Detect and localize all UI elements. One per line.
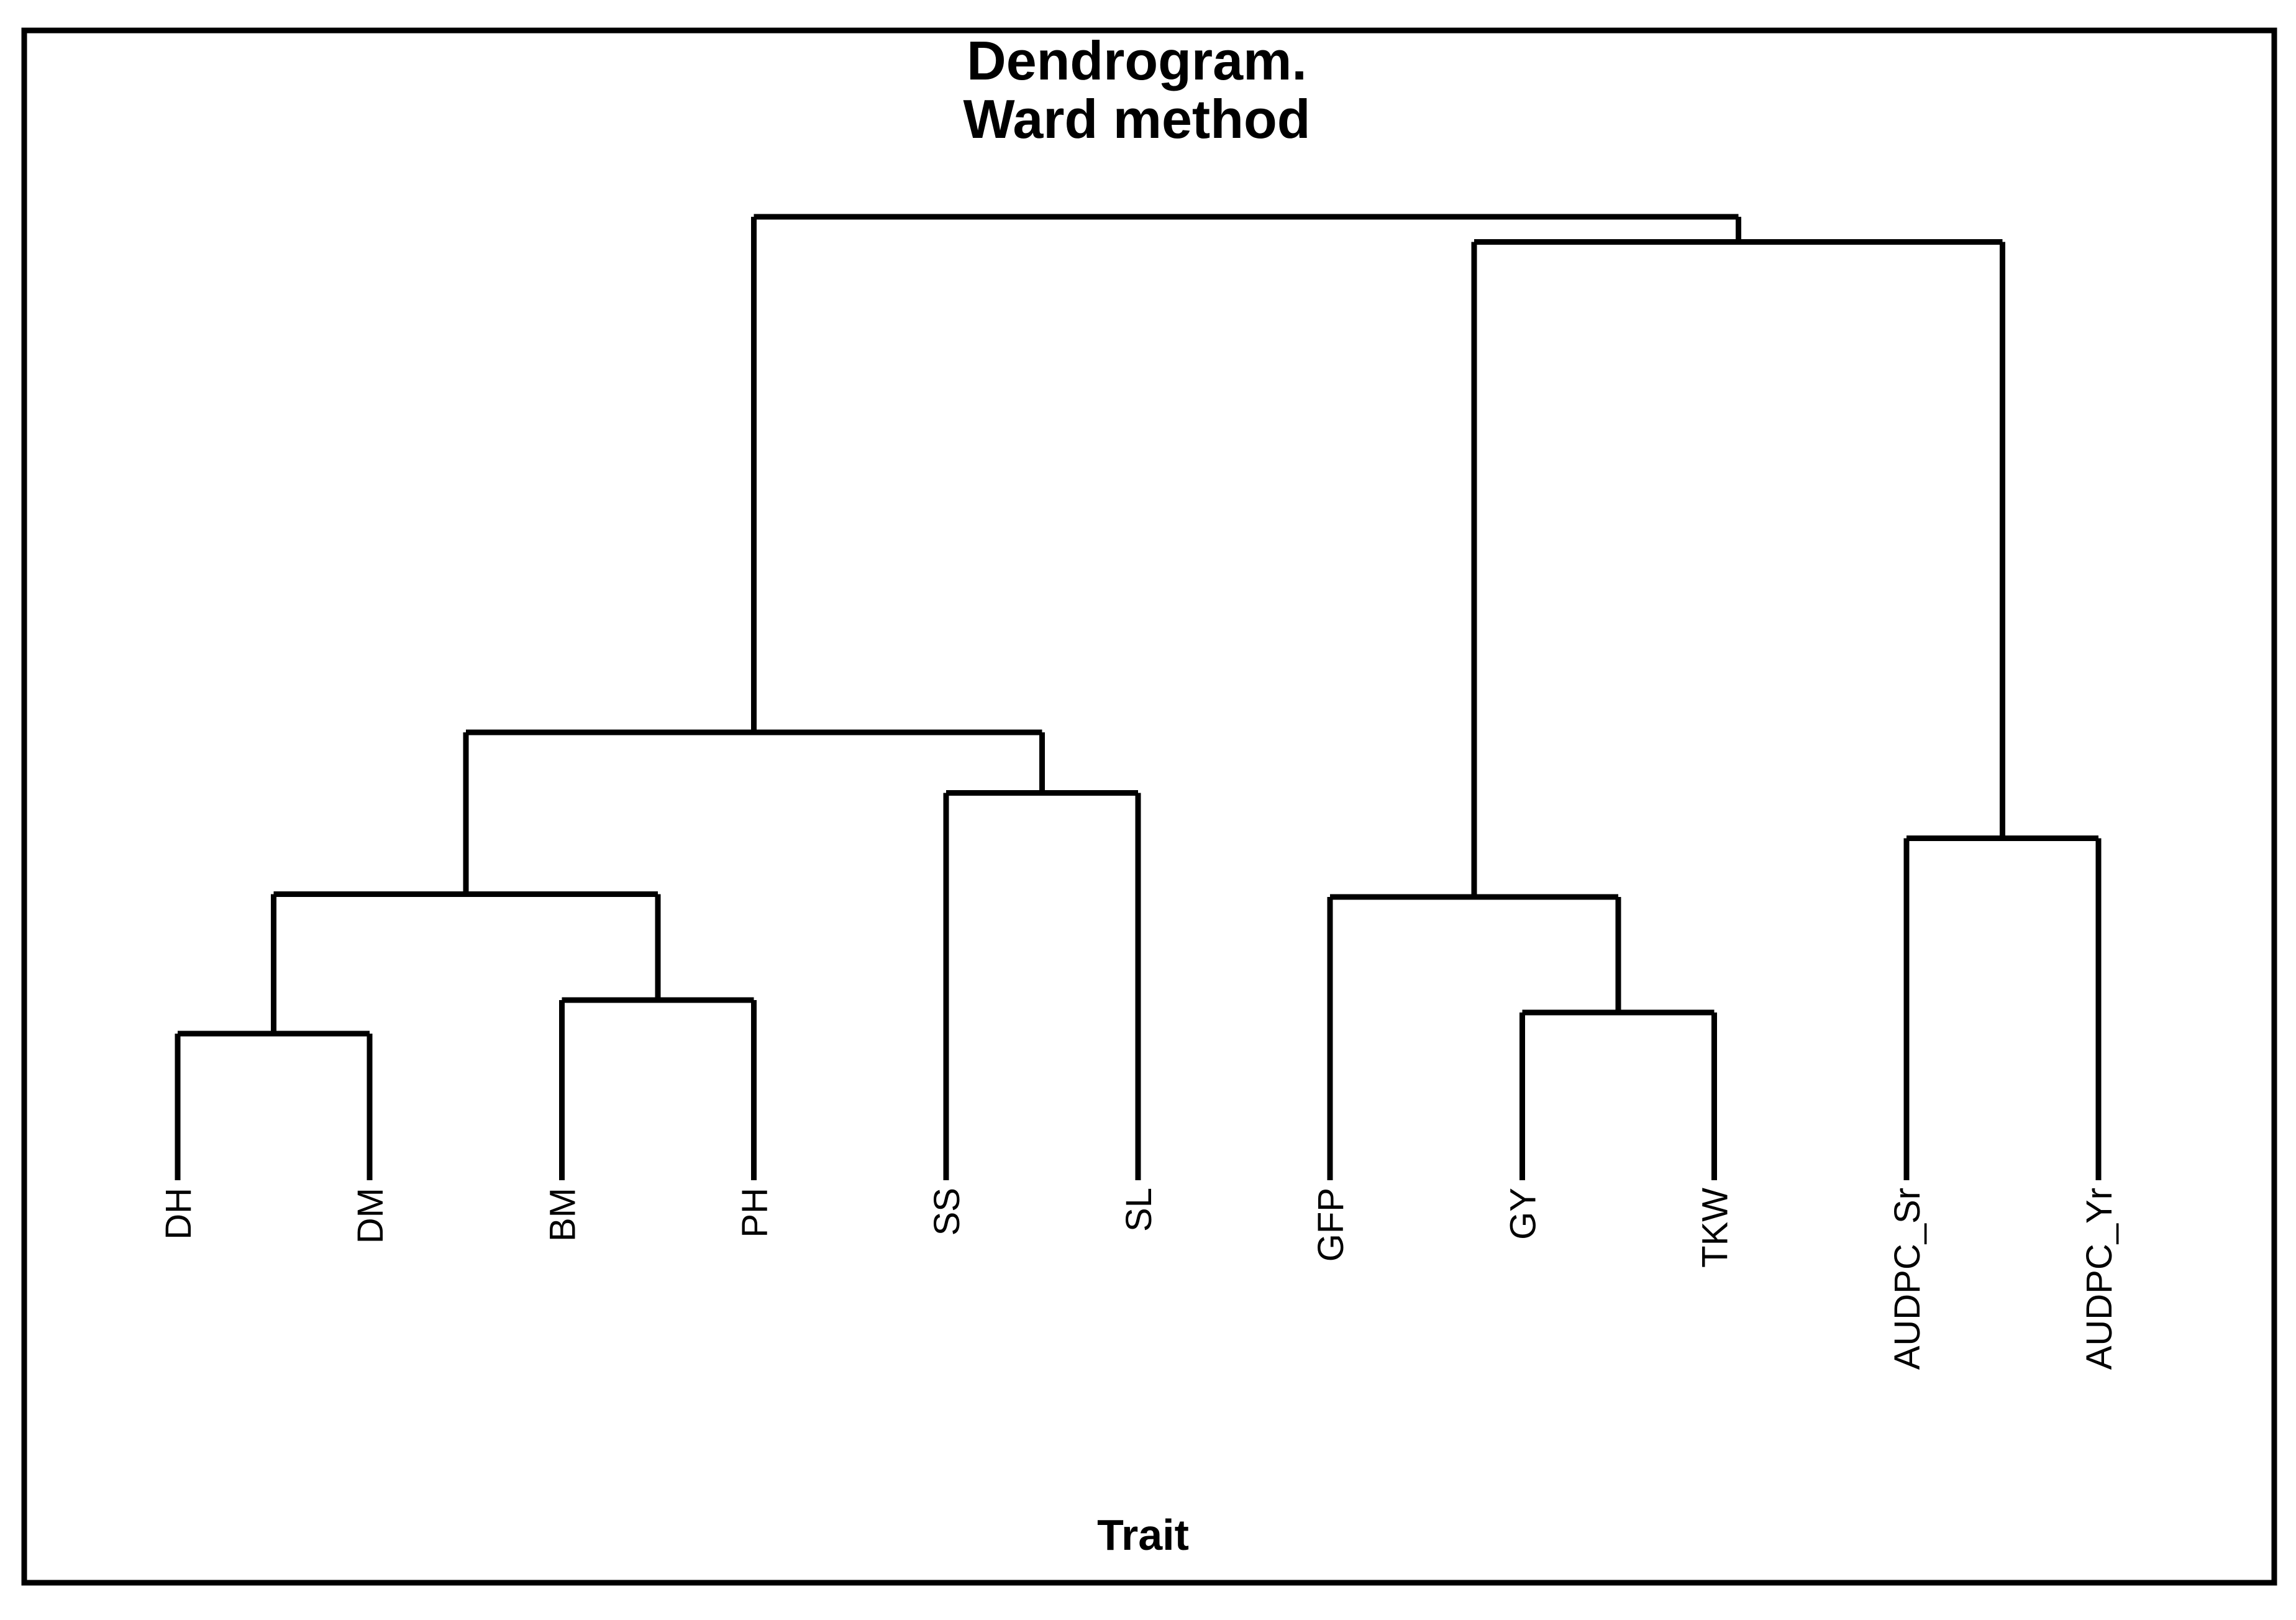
- leaf-label-BM: BM: [542, 1188, 583, 1242]
- leaf-label-SL: SL: [1119, 1188, 1159, 1232]
- leaf-label-AUDPC_Sr: AUDPC_Sr: [1887, 1188, 1928, 1370]
- plot-frame: [21, 27, 2277, 1586]
- leaf-label-AUDPC_Yr: AUDPC_Yr: [2079, 1188, 2120, 1370]
- dendrogram-links: [175, 214, 2102, 1180]
- leaf-label-DM: DM: [350, 1188, 391, 1244]
- leaf-labels: DH DM BM PH SS SL GFP GY TKW AUDPC_Sr AUDPC_Yr: [158, 1188, 2120, 1370]
- leaf-label-DH: DH: [158, 1188, 199, 1240]
- leaf-label-PH: PH: [735, 1188, 775, 1238]
- leaf-label-GY: GY: [1503, 1188, 1543, 1240]
- leaf-label-TKW: TKW: [1695, 1188, 1736, 1268]
- chart-title-line2: Ward method: [964, 88, 1311, 150]
- leaf-label-SS: SS: [927, 1188, 967, 1235]
- x-axis-label: Trait: [1097, 1511, 1189, 1559]
- chart-title-line1: Dendrogram.: [967, 30, 1307, 91]
- leaf-label-GFP: GFP: [1311, 1188, 1351, 1262]
